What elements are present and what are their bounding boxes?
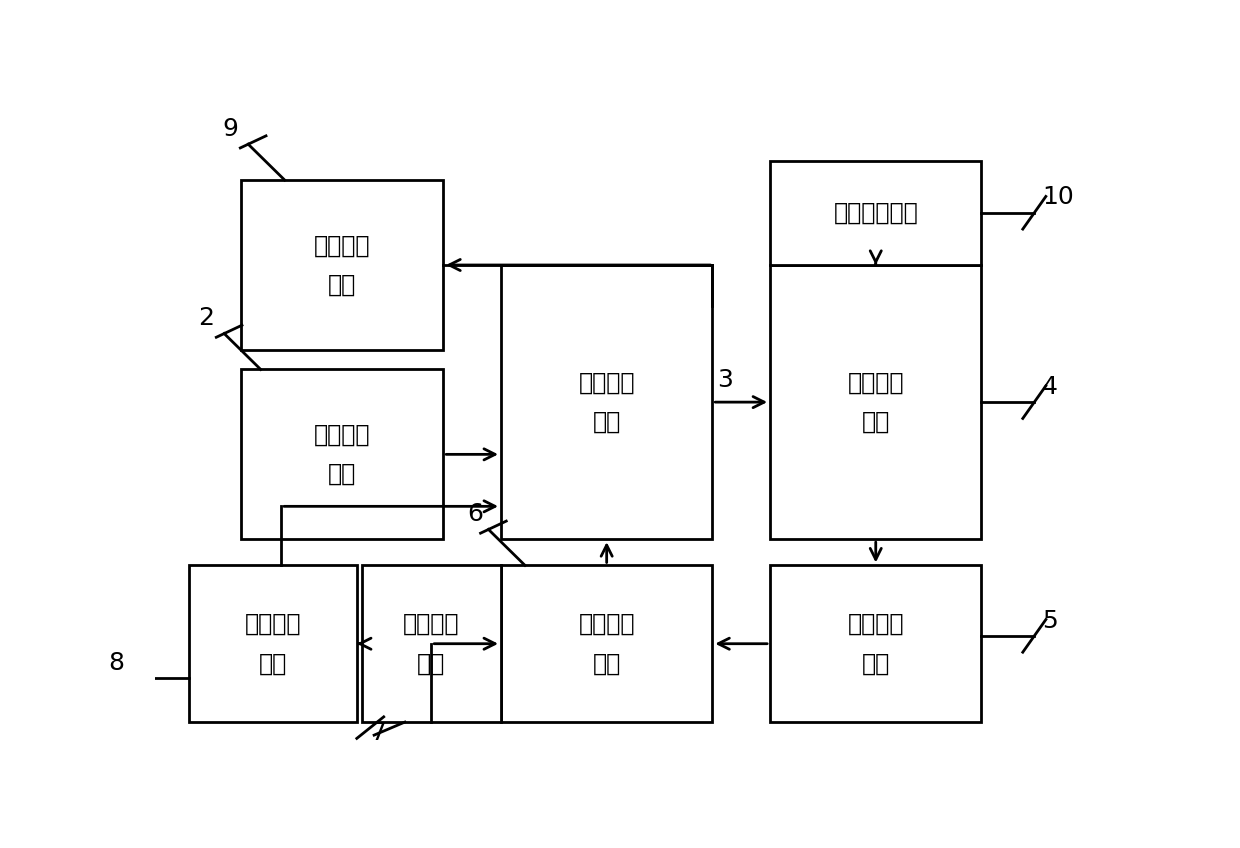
Text: 显示驱动
模块: 显示驱动 模块	[314, 233, 371, 297]
Text: 功率输出
模块: 功率输出 模块	[578, 371, 635, 433]
Text: 延时补偿
模块: 延时补偿 模块	[847, 612, 904, 675]
Text: 断电保护
模块: 断电保护 模块	[244, 612, 301, 675]
Text: 参考电压模块: 参考电压模块	[833, 201, 918, 225]
Text: 过流判断
模块: 过流判断 模块	[403, 612, 460, 675]
Text: 负载判断
模块: 负载判断 模块	[847, 371, 904, 433]
Text: 5: 5	[1042, 609, 1058, 633]
Text: 9: 9	[223, 117, 238, 141]
Bar	[770, 160, 982, 265]
Text: 2: 2	[198, 306, 215, 330]
Text: 8: 8	[108, 651, 124, 675]
Text: 6: 6	[467, 502, 484, 526]
Bar	[770, 265, 982, 539]
Bar	[501, 265, 712, 539]
Text: 电压跟踪
模块: 电压跟踪 模块	[578, 612, 635, 675]
Bar	[242, 180, 444, 350]
Bar	[501, 566, 712, 722]
Text: 限幅设置
模块: 限幅设置 模块	[314, 423, 371, 486]
Text: 3: 3	[717, 368, 733, 393]
Text: 10: 10	[1042, 186, 1074, 209]
Bar	[188, 566, 357, 722]
Bar	[242, 370, 444, 539]
Text: 4: 4	[1042, 375, 1058, 399]
Bar	[770, 566, 982, 722]
Text: 7: 7	[371, 721, 387, 745]
Bar	[362, 566, 501, 722]
